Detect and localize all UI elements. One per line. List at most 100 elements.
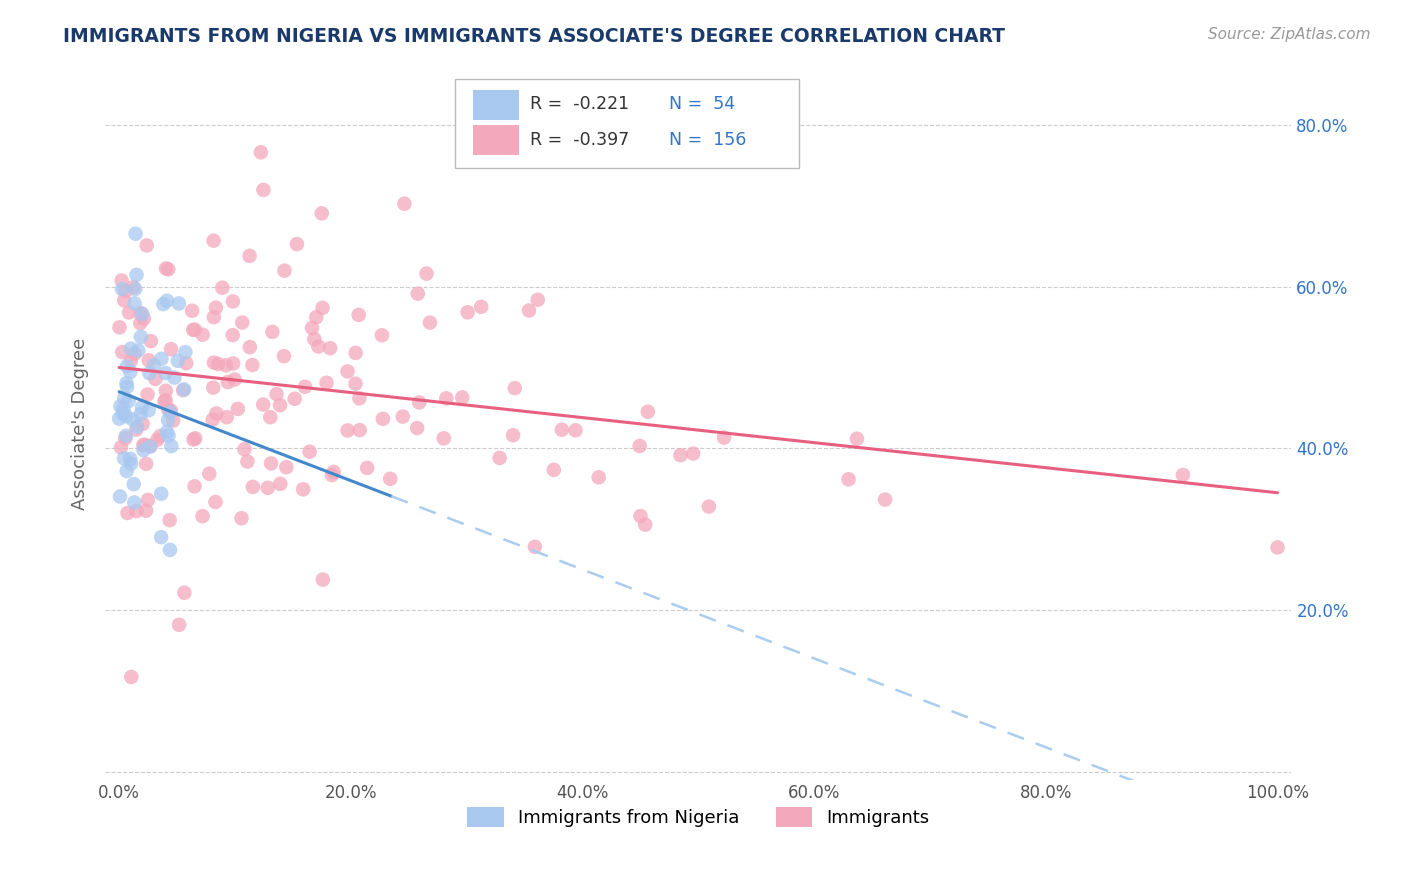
Point	[349, 423, 371, 437]
Point	[551, 423, 574, 437]
Point	[292, 483, 315, 497]
Point	[162, 413, 184, 427]
Text: IMMIGRANTS FROM NIGERIA VS IMMIGRANTS ASSOCIATE'S DEGREE CORRELATION CHART: IMMIGRANTS FROM NIGERIA VS IMMIGRANTS AS…	[63, 27, 1005, 45]
Point	[108, 320, 131, 334]
Point	[231, 316, 253, 330]
Point	[108, 411, 131, 425]
Point	[124, 227, 146, 241]
Point	[157, 428, 180, 442]
Point	[434, 392, 457, 406]
Point	[1171, 467, 1194, 482]
Point	[201, 412, 224, 426]
Point	[269, 476, 291, 491]
Point	[120, 342, 142, 356]
Point	[127, 419, 149, 434]
Point	[149, 429, 172, 443]
Point	[239, 249, 262, 263]
Point	[215, 359, 238, 373]
Point	[204, 495, 226, 509]
Point	[114, 431, 136, 445]
Point	[127, 343, 149, 358]
Point	[371, 328, 394, 343]
Point	[129, 306, 152, 320]
Point	[315, 376, 337, 390]
Point	[122, 477, 145, 491]
Point	[183, 433, 205, 447]
Point	[124, 282, 146, 296]
Point	[150, 530, 173, 544]
Point	[311, 206, 333, 220]
Point	[115, 409, 138, 424]
Point	[202, 355, 225, 369]
Point	[172, 383, 194, 397]
Point	[312, 573, 335, 587]
Point	[155, 384, 177, 398]
Point	[125, 423, 148, 437]
Point	[134, 437, 156, 451]
Point	[181, 323, 204, 337]
Point	[163, 370, 186, 384]
Point	[129, 330, 152, 344]
Point	[588, 470, 610, 484]
Point	[224, 372, 246, 386]
Point	[207, 357, 229, 371]
Point	[111, 345, 134, 359]
Point	[131, 401, 153, 415]
Point	[845, 432, 868, 446]
Point	[120, 451, 142, 466]
Point	[112, 293, 135, 308]
Point	[153, 394, 176, 409]
Point	[111, 407, 134, 421]
Point	[356, 461, 378, 475]
Point	[160, 403, 183, 417]
Point	[115, 376, 138, 391]
Text: N =  156: N = 156	[669, 130, 747, 149]
Point	[634, 517, 657, 532]
Point	[543, 463, 565, 477]
Point	[150, 351, 173, 366]
Point	[155, 366, 177, 380]
Point	[115, 464, 138, 478]
Point	[160, 439, 183, 453]
Point	[146, 433, 169, 447]
Point	[344, 346, 367, 360]
Point	[112, 391, 135, 405]
Point	[226, 401, 249, 416]
Point	[139, 439, 162, 453]
Point	[336, 424, 359, 438]
Point	[159, 513, 181, 527]
Point	[125, 504, 148, 518]
Point	[173, 586, 195, 600]
Point	[304, 332, 326, 346]
Point	[276, 460, 298, 475]
Point	[167, 354, 190, 368]
Point	[380, 472, 402, 486]
Point	[131, 307, 153, 321]
Point	[336, 364, 359, 378]
Point	[155, 393, 177, 408]
Point	[124, 495, 146, 509]
Point	[191, 509, 214, 524]
Point	[167, 296, 190, 310]
Point	[143, 372, 166, 386]
Text: R =  -0.397: R = -0.397	[530, 130, 628, 149]
FancyBboxPatch shape	[472, 126, 519, 155]
Point	[173, 383, 195, 397]
Point	[713, 431, 735, 445]
Point	[124, 347, 146, 361]
Point	[419, 316, 441, 330]
Point	[503, 381, 526, 395]
Point	[697, 500, 720, 514]
Point	[138, 353, 160, 368]
Point	[132, 311, 155, 326]
Point	[184, 323, 207, 337]
Point	[630, 509, 652, 524]
Text: R =  -0.221: R = -0.221	[530, 95, 628, 113]
Point	[301, 321, 323, 335]
Point	[517, 303, 540, 318]
Point	[129, 316, 152, 330]
Point	[181, 303, 204, 318]
Point	[124, 296, 146, 310]
Point	[406, 286, 429, 301]
FancyBboxPatch shape	[472, 90, 519, 120]
